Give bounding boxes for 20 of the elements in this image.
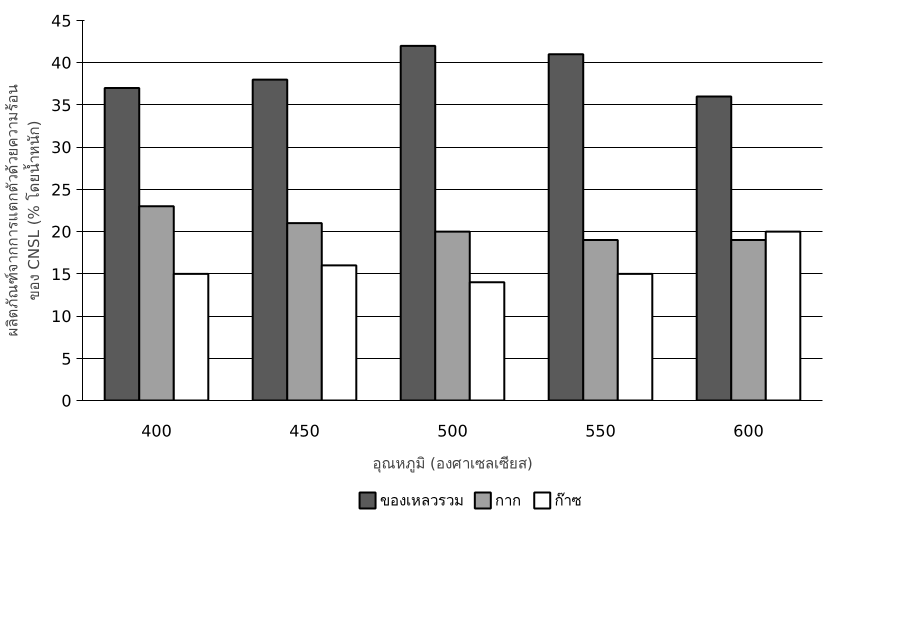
legend-label: ก๊าซ — [554, 492, 582, 510]
x-tick-label: 500 — [437, 422, 468, 440]
y-tick-label: 40 — [51, 54, 72, 73]
y-tick-label: 20 — [51, 222, 72, 242]
y-axis-title: ผลิตภัณฑ์จากการแตกตัวด้วยความร้อน ของ CNSL (% โดยน้ำหนัก) — [4, 84, 44, 336]
x-tick-label: 450 — [289, 422, 320, 440]
y-tick-label: 0 — [61, 392, 72, 410]
legend-label: กาก — [495, 492, 522, 510]
y-tick-label: 10 — [51, 307, 72, 326]
y-tick-label: 15 — [51, 264, 72, 284]
x-axis-title: อุณหภูมิ (องศาเซลเซียส) — [372, 454, 533, 474]
legend-label: ของเหลวรวม — [380, 492, 464, 510]
x-tick-label: 600 — [733, 422, 764, 440]
y-tick-label: 35 — [51, 96, 72, 115]
y-tick-label: 5 — [61, 349, 72, 368]
x-tick-label: 400 — [141, 422, 172, 440]
y-tick-label: 30 — [51, 138, 72, 158]
y-tick-label: 25 — [51, 180, 72, 200]
x-tick-label: 550 — [585, 422, 616, 440]
y-tick-label: 45 — [51, 12, 72, 30]
